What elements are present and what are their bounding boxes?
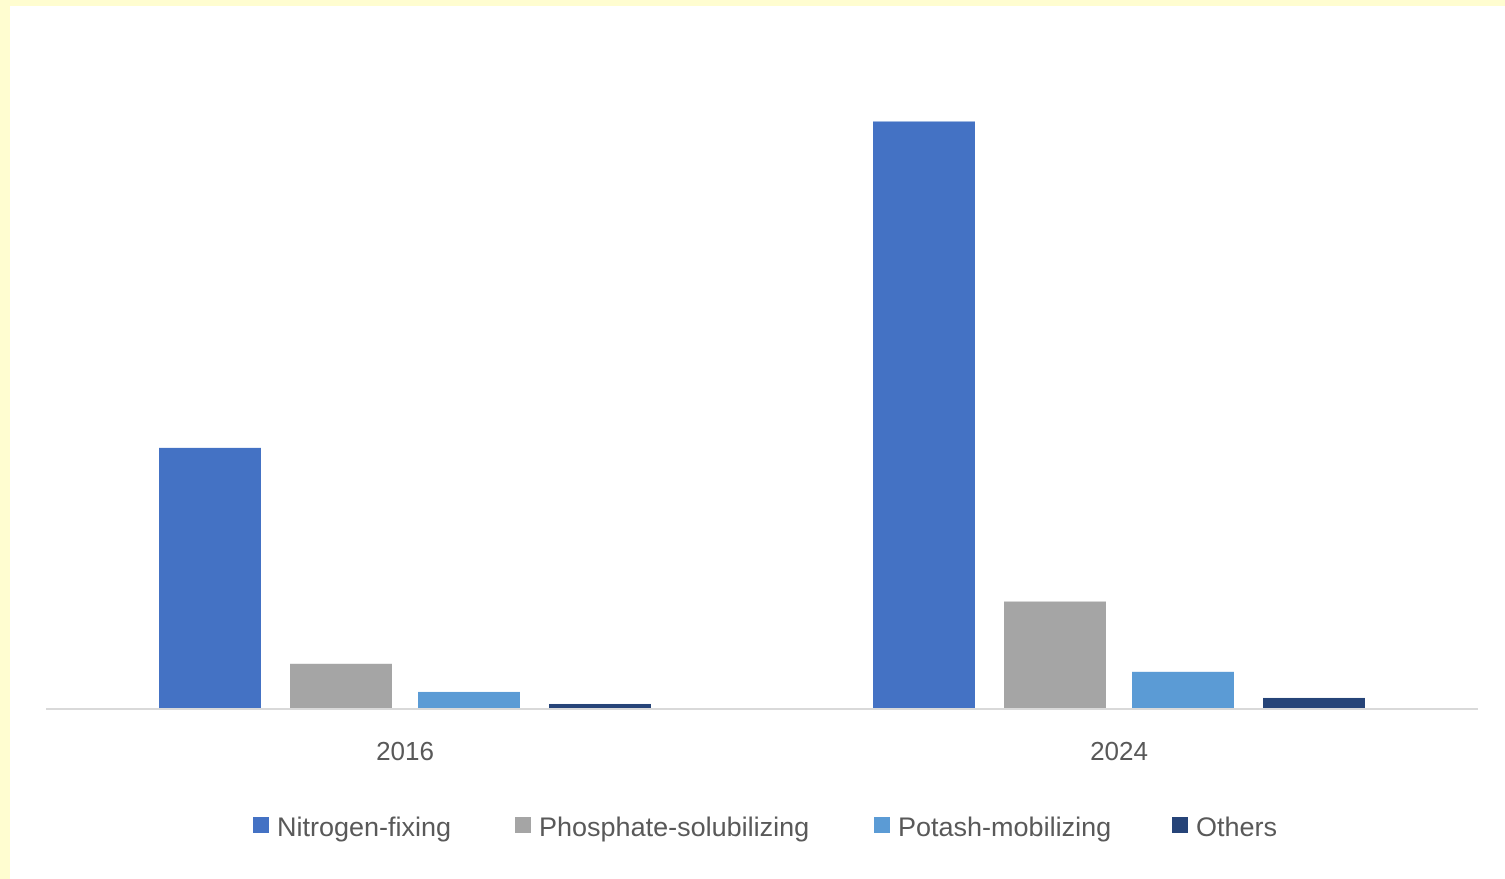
bar-phosphate-solubilizing-2016 <box>290 663 392 709</box>
bar-nitrogen-fixing-2024 <box>873 121 975 709</box>
legend: Nitrogen-fixing Phosphate-solubilizing Pot… <box>253 812 1277 842</box>
legend-label-others: Others <box>1196 812 1277 842</box>
bar-potash-mobilizing-2024 <box>1132 671 1234 709</box>
x-tick-labels: 2016 2024 <box>376 736 1148 766</box>
bar-potash-mobilizing-2016 <box>418 691 520 709</box>
legend-label-nitrogen-fixing: Nitrogen-fixing <box>277 812 451 842</box>
legend-label-phosphate-solubilizing: Phosphate-solubilizing <box>539 812 809 842</box>
legend-swatch-nitrogen-fixing <box>253 817 269 833</box>
bar-phosphate-solubilizing-2024 <box>1004 601 1106 709</box>
bar-chart: 2016 2024 Nitrogen-fixing Phosphate-solubi… <box>46 121 1478 842</box>
x-tick-label-2024: 2024 <box>1090 736 1148 766</box>
legend-swatch-phosphate-solubilizing <box>515 817 531 833</box>
bar-others-2024 <box>1263 697 1365 709</box>
legend-label-potash-mobilizing: Potash-mobilizing <box>898 812 1111 842</box>
bar-others-2016 <box>549 703 651 709</box>
legend-swatch-others <box>1172 817 1188 833</box>
legend-swatch-potash-mobilizing <box>874 817 890 833</box>
bars-layer <box>159 121 1365 709</box>
chart-frame: 2016 2024 Nitrogen-fixing Phosphate-solubi… <box>10 6 1505 879</box>
x-tick-label-2016: 2016 <box>376 736 434 766</box>
bar-nitrogen-fixing-2016 <box>159 447 261 709</box>
